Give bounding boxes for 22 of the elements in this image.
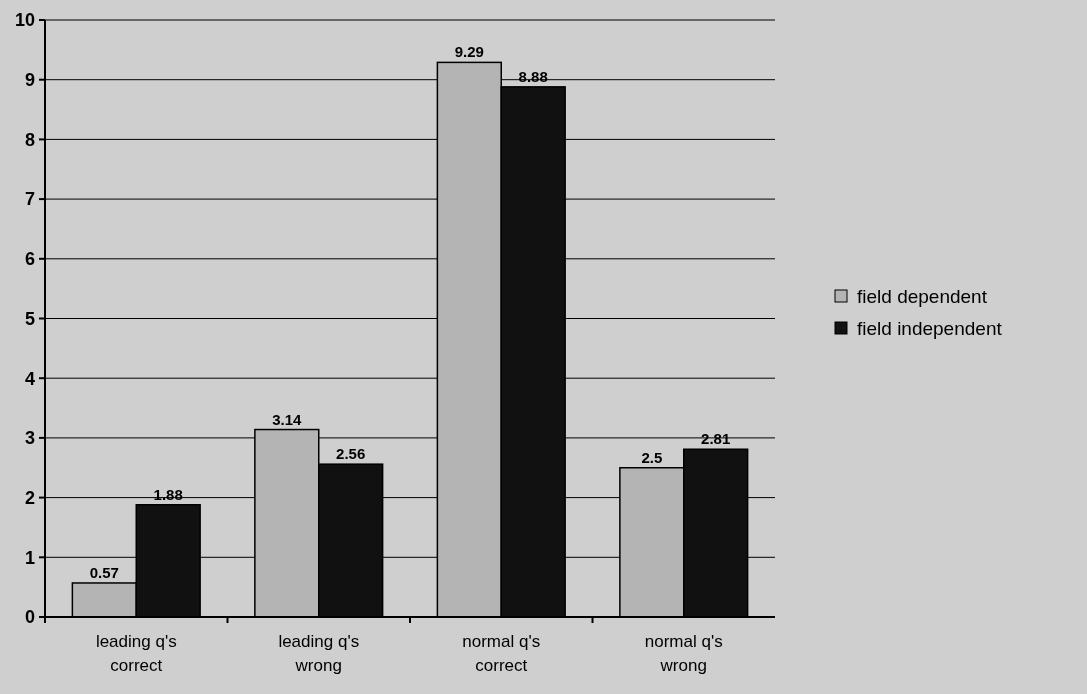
data-label: 0.57: [89, 563, 119, 581]
y-tick-label: 0: [24, 607, 35, 628]
y-tick-label: 10: [14, 10, 35, 31]
y-tick-label: 1: [24, 547, 35, 568]
data-label: 9.29: [454, 43, 484, 61]
data-label: 2.5: [641, 448, 663, 466]
y-tick-label: 2: [24, 487, 35, 508]
x-tick-label: leading q's wrong: [278, 632, 360, 675]
x-tick-label: leading q's correct: [95, 632, 177, 675]
y-tick-label: 7: [24, 189, 35, 210]
y-tick-label: 8: [24, 129, 35, 150]
y-tick-label: 9: [24, 70, 35, 90]
data-label: 2.56: [336, 445, 366, 463]
legend-label: field independent: [857, 317, 1003, 339]
x-tick-label: normal q's correct: [462, 632, 541, 675]
legend-label: field dependent: [857, 285, 988, 307]
x-tick-label: normal q's wrong: [644, 632, 723, 675]
y-tick-label: 5: [24, 308, 35, 329]
y-tick-label: 6: [24, 249, 35, 270]
y-tick-label: 3: [24, 428, 35, 449]
data-label: 3.14: [272, 410, 303, 428]
y-tick-label: 4: [24, 368, 35, 389]
